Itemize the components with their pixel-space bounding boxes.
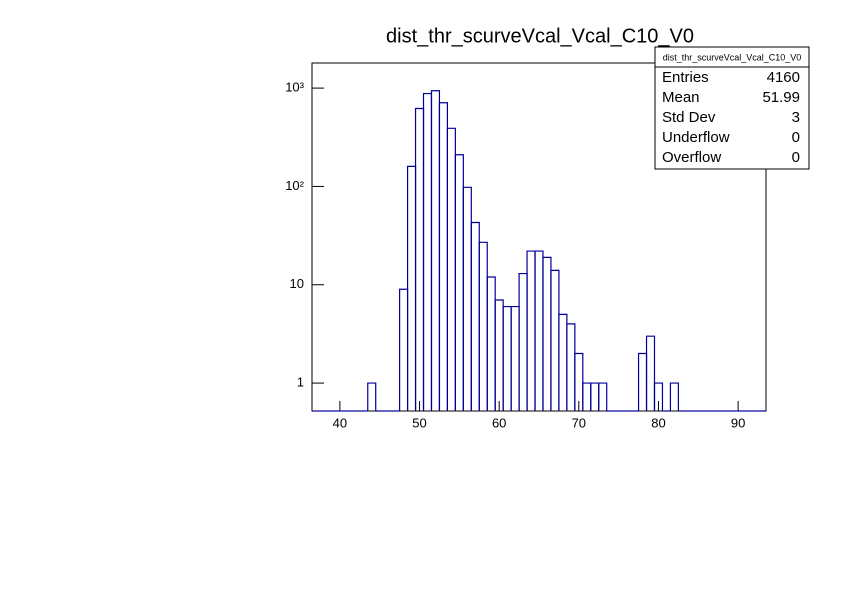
- bin: [518, 272, 528, 411]
- bin: [653, 382, 664, 411]
- bin: [367, 382, 377, 411]
- frame: [311, 62, 767, 412]
- stats-label: Entries: [662, 69, 709, 86]
- bin: [510, 305, 520, 411]
- bin: [399, 288, 409, 411]
- stats-title: dist_thr_scurveVcal_Vcal_C10_V0: [663, 52, 802, 62]
- x-tick-label: 70: [572, 415, 586, 430]
- x-tick-label: 90: [731, 415, 745, 430]
- stats-label: Mean: [662, 89, 700, 106]
- stats-label: Underflow: [662, 129, 730, 146]
- y-tick-label: 10²: [285, 178, 304, 193]
- x-tick-label: 50: [412, 415, 426, 430]
- bin: [566, 323, 576, 411]
- y-tick-label: 10³: [285, 80, 304, 95]
- y-tick-label: 1: [297, 375, 304, 390]
- bin: [637, 352, 648, 411]
- stats-value: 0: [792, 129, 800, 146]
- bin: [582, 382, 592, 411]
- stats-label: Overflow: [662, 149, 721, 166]
- bin: [494, 299, 504, 411]
- bin: [470, 221, 480, 411]
- stats-box: dist_thr_scurveVcal_Vcal_C10_V0: [654, 46, 810, 170]
- bin: [502, 305, 512, 411]
- x-tick-label: 60: [492, 415, 506, 430]
- bin: [478, 241, 488, 411]
- bin: [574, 352, 584, 411]
- stats-value: 51.99: [762, 89, 800, 106]
- x-tick-label: 40: [333, 415, 347, 430]
- bin: [558, 313, 568, 411]
- bin: [414, 107, 425, 411]
- bin: [422, 92, 433, 411]
- x-tick-label: 80: [651, 415, 665, 430]
- bin: [598, 382, 608, 411]
- bin: [438, 102, 449, 411]
- stats-value: 3: [792, 109, 800, 126]
- bin: [645, 335, 656, 411]
- bin: [590, 382, 600, 411]
- bin: [454, 154, 464, 411]
- bin: [669, 382, 679, 411]
- bin: [430, 90, 441, 411]
- bin: [406, 165, 417, 411]
- stats-value: 4160: [767, 69, 800, 86]
- bin: [550, 269, 560, 411]
- y-tick-label: 10: [290, 276, 304, 291]
- chart-title: dist_thr_scurveVcal_Vcal_C10_V0: [386, 25, 694, 47]
- stats-value: 0: [792, 149, 800, 166]
- bin: [462, 186, 472, 411]
- bin: [534, 250, 544, 411]
- bin: [542, 256, 552, 411]
- bin: [446, 127, 456, 411]
- bin: [486, 276, 496, 411]
- stats-label: Std Dev: [662, 109, 716, 126]
- bin: [526, 250, 536, 411]
